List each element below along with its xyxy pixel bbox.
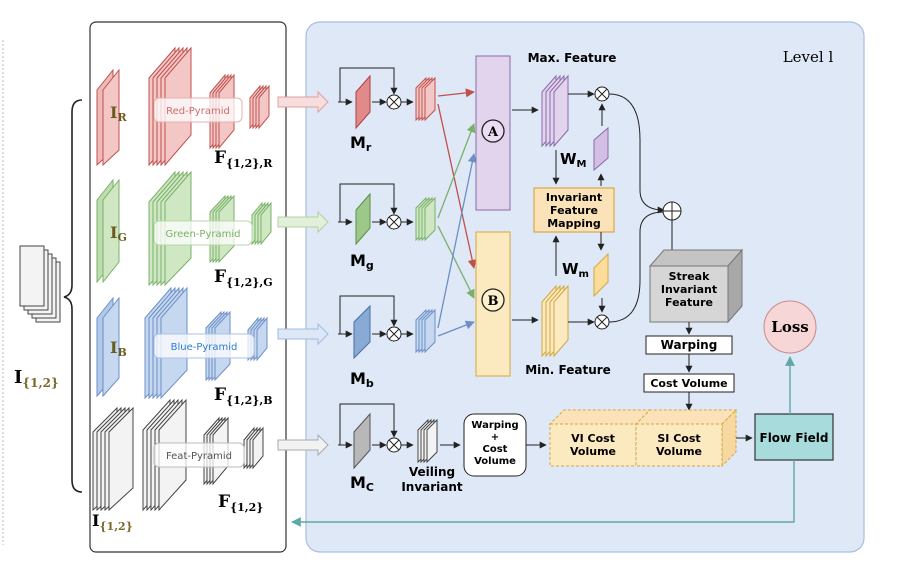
wm-lower-label: Wm [562, 260, 589, 280]
mask-module-c: MC Veiling Invariant [338, 403, 463, 494]
wm-upper-block [593, 126, 609, 172]
red-pyramid-label: Red-Pyramid [166, 106, 230, 117]
max-feature-label: Max. Feature [528, 51, 617, 65]
warp-cost-label: Warping + Cost Volume [471, 420, 518, 467]
input-r-label: IR [110, 103, 127, 124]
crossing-arrows [437, 88, 477, 337]
max-feature-stack [541, 74, 569, 148]
wm-upper-label: WM [560, 150, 587, 170]
mask-module-b: Mb [338, 295, 436, 390]
loss-label: Loss [771, 318, 808, 336]
feature-g-label: F{1,2},G [214, 267, 273, 289]
mask-module-r: Mr [338, 67, 436, 154]
level-label: Level l [783, 48, 834, 66]
min-feature-label: Min. Feature [525, 363, 611, 377]
feat-pyramid-label: Feat-Pyramid [166, 451, 232, 462]
module-b-label: B [488, 294, 499, 309]
green-pyramid-row: Green-Pyramid IG F{1,2},G [96, 170, 273, 289]
mask-g-label: Mg [350, 251, 374, 272]
mask-c-label: MC [350, 473, 374, 494]
feature-feat-label: F{1,2} [218, 492, 263, 514]
veiling-label: Veiling Invariant [401, 465, 463, 494]
si-cost-volume: SI Cost Volume [634, 408, 738, 468]
pyramid-panel [89, 21, 287, 553]
min-feature-stack [541, 284, 569, 358]
module-a-badge [481, 119, 505, 143]
loss-circle [763, 300, 817, 354]
module-b-badge [481, 288, 505, 312]
input-b-label: IB [110, 338, 127, 359]
mask-r-label: Mr [350, 133, 372, 154]
blue-pyramid-label: Blue-Pyramid [171, 342, 238, 353]
green-pyramid-label-box [153, 220, 253, 246]
feat-pyramid-label-box [153, 442, 245, 468]
input-feat-label: I{1,2} [92, 511, 133, 533]
feedback-arrow [291, 460, 795, 527]
feat-pyramid-row: Feat-Pyramid I{1,2} F{1,2} [92, 398, 264, 533]
streak-invariant-feature-cube: Streak Invariant Feature [648, 248, 744, 324]
wm-lower-block [593, 252, 609, 298]
red-pyramid-row: Red-Pyramid IR F{1,2},R [96, 46, 273, 170]
pyramid-to-level-arrows [277, 90, 329, 457]
warping-label: Warping [661, 338, 718, 352]
invariant-feature-mapping-box [533, 187, 615, 233]
input-main-label: I{1,2} [14, 367, 59, 390]
module-a-label: A [487, 125, 499, 140]
vi-cost-volume: VI Cost Volume [548, 409, 652, 467]
input-brace [63, 99, 83, 493]
blue-pyramid-row: Blue-Pyramid IB F{1,2},B [96, 286, 273, 407]
blue-pyramid-label-box [153, 333, 255, 359]
ifm-label: Invariant Feature Mapping [546, 191, 602, 230]
input-stack-main [19, 245, 61, 323]
mask-b-label: Mb [350, 369, 374, 390]
mask-module-g: Mg [338, 183, 436, 272]
cost-volume-label: Cost Volume [650, 377, 727, 390]
green-pyramid-label: Green-Pyramid [166, 229, 241, 240]
input-g-label: IG [110, 223, 127, 244]
flow-field-box [754, 413, 834, 461]
feature-b-label: F{1,2},B [214, 385, 273, 407]
flow-field-label: Flow Field [760, 431, 829, 445]
feature-r-label: F{1,2},R [214, 148, 273, 170]
red-pyramid-label-box [153, 97, 243, 123]
